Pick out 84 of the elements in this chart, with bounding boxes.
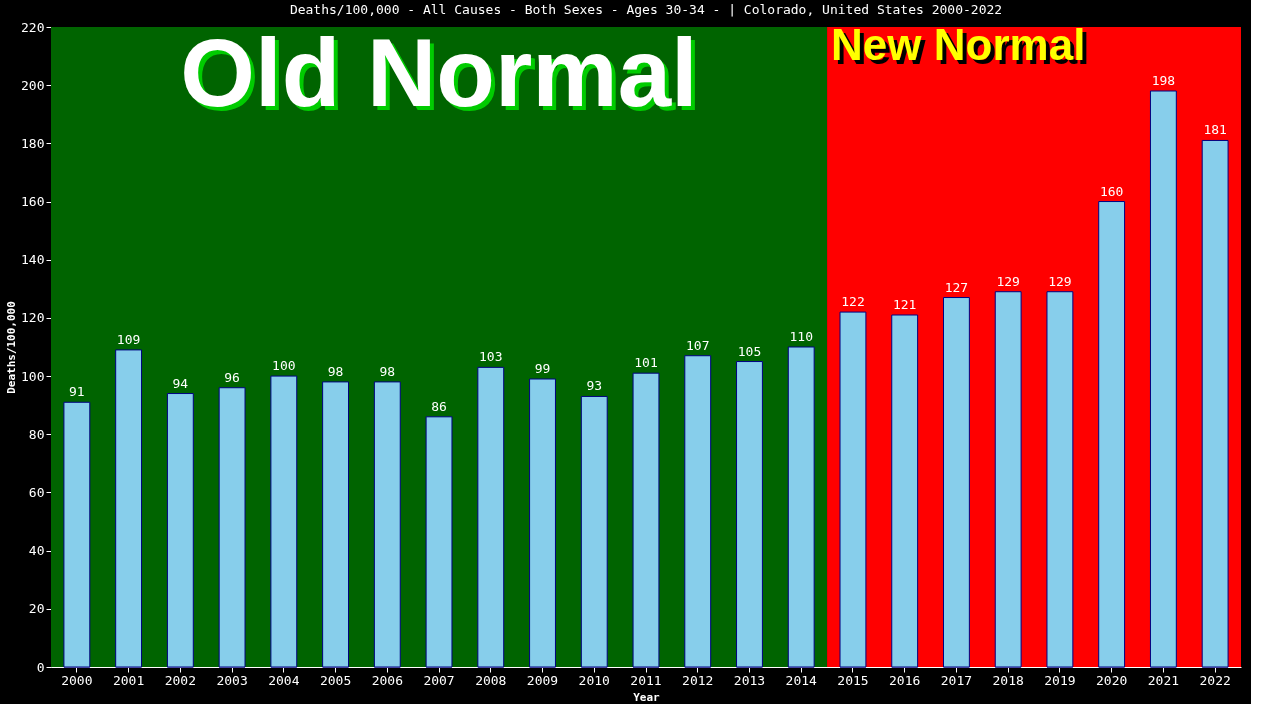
x-tick-label: 2015 <box>837 672 869 688</box>
data-label: 110 <box>789 329 813 344</box>
y-tick-label: 220 <box>21 19 45 35</box>
y-tick-label: 160 <box>21 194 45 210</box>
x-tick-label: 2002 <box>164 672 196 688</box>
data-label: 101 <box>634 355 658 371</box>
x-tick-label: 2005 <box>319 672 352 688</box>
y-axis-title: Deaths/100,000 <box>5 301 19 394</box>
bar <box>736 361 763 668</box>
x-tick-label: 2009 <box>526 672 559 688</box>
data-label: 122 <box>841 294 865 310</box>
bar <box>891 314 919 668</box>
data-label: 105 <box>737 343 762 359</box>
bar <box>166 393 194 668</box>
data-label: 181 <box>1203 122 1227 138</box>
data-label: 107 <box>686 337 710 353</box>
bar <box>1201 139 1229 668</box>
data-label: 129 <box>996 273 1020 289</box>
x-axis-title: Year <box>633 690 661 704</box>
data-label: 98 <box>379 363 396 379</box>
x-tick-label: 2001 <box>112 672 145 688</box>
x-tick-label: 2006 <box>371 672 403 688</box>
bar <box>684 355 712 668</box>
bar <box>1046 291 1074 668</box>
data-label: 121 <box>892 297 917 312</box>
bar <box>632 372 660 668</box>
data-label: 103 <box>479 349 503 365</box>
x-tick-label: 2017 <box>940 672 973 688</box>
x-tick-label: 2003 <box>216 672 248 688</box>
y-tick-label: 80 <box>28 426 45 442</box>
bar <box>529 378 556 668</box>
x-tick-label: 2021 <box>1147 672 1180 688</box>
bar <box>994 291 1022 668</box>
bar <box>63 401 91 668</box>
bar <box>787 346 815 668</box>
bar <box>580 395 608 668</box>
y-tick-label: 40 <box>28 543 45 559</box>
y-tick-label: 100 <box>21 368 45 384</box>
x-tick-label: 2018 <box>992 672 1024 688</box>
bar <box>373 381 401 668</box>
x-tick-label: 2004 <box>268 672 300 688</box>
data-label: 99 <box>534 361 551 376</box>
data-label: 94 <box>172 375 189 391</box>
data-label: 100 <box>272 358 296 374</box>
data-label: 98 <box>327 363 344 379</box>
bar <box>839 311 867 668</box>
bar <box>1149 90 1177 668</box>
data-label: 93 <box>586 378 603 394</box>
x-tick-label: 2012 <box>682 672 714 688</box>
data-label: 96 <box>224 369 240 385</box>
y-tick-label: 120 <box>21 310 45 326</box>
y-tick-label: 60 <box>28 484 45 500</box>
data-label: 160 <box>1099 183 1124 199</box>
chart-title: Deaths/100,000 - All Causes - Both Sexes - Ages 30-34 - | Colorado, United States 2000-2022 <box>289 2 1003 17</box>
y-tick-label: 200 <box>21 77 45 93</box>
data-label: 91 <box>69 384 85 400</box>
x-tick-label: 2016 <box>889 672 921 688</box>
bar <box>322 381 349 668</box>
bar <box>943 297 970 668</box>
y-tick-label: 140 <box>21 252 45 268</box>
x-tick-label: 2022 <box>1199 672 1231 688</box>
y-tick-label: 20 <box>28 601 45 617</box>
bar <box>218 387 246 668</box>
bar <box>1098 201 1126 668</box>
bar <box>477 366 505 668</box>
x-tick-label: 2008 <box>475 672 507 688</box>
y-tick-label: 180 <box>21 135 45 151</box>
x-tick-label: 2007 <box>423 672 455 688</box>
bar <box>270 375 298 668</box>
x-tick-label: 2014 <box>785 672 818 688</box>
data-label: 129 <box>1048 273 1072 289</box>
y-tick-label: 0 <box>36 659 45 675</box>
x-tick-label: 2020 <box>1096 672 1128 688</box>
bar <box>115 349 143 668</box>
x-tick-label: 2010 <box>578 672 610 688</box>
bar <box>425 416 453 668</box>
data-label: 198 <box>1151 73 1176 88</box>
data-label: 127 <box>944 279 969 295</box>
data-label: 86 <box>431 398 447 414</box>
x-tick-label: 2011 <box>630 672 662 688</box>
x-tick-label: 2013 <box>733 672 766 688</box>
x-tick-label: 2000 <box>61 672 93 688</box>
data-label: 109 <box>116 331 141 347</box>
x-tick-label: 2019 <box>1044 672 1076 688</box>
